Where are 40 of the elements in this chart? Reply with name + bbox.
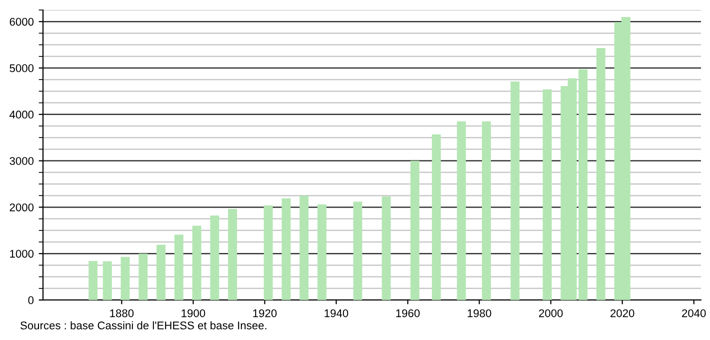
x-tick-label: 1920 [253, 309, 277, 318]
x-tick-label: 2020 [610, 309, 634, 318]
bar [317, 204, 326, 300]
bar [156, 244, 166, 300]
y-tick-label: 1000 [10, 250, 34, 258]
bar [102, 261, 112, 300]
y-tick-label: 2000 [10, 203, 34, 212]
bar [410, 160, 420, 300]
x-tick-label: 1940 [324, 309, 348, 318]
y-tick-label: 5000 [10, 64, 34, 72]
bar [138, 254, 148, 300]
x-tick-label: 1880 [110, 309, 134, 318]
bar [456, 121, 466, 300]
x-tick-label: 1900 [182, 309, 206, 318]
bar [596, 48, 606, 300]
x-tick-label: 2040 [682, 309, 706, 318]
bar [174, 234, 184, 300]
bar [542, 89, 552, 300]
bar [432, 134, 441, 300]
x-tick-label: 1980 [468, 309, 492, 318]
x-tick-label: 1960 [396, 309, 420, 318]
bar [210, 216, 220, 300]
x-tick-label: 2000 [539, 309, 563, 318]
bar [264, 205, 273, 300]
bar [120, 256, 130, 300]
bar [382, 196, 391, 300]
bar [282, 198, 291, 300]
bar [510, 81, 520, 300]
bar [300, 196, 309, 300]
y-tick-label: 0 [28, 296, 34, 304]
y-tick-label: 3000 [10, 157, 34, 165]
bar [192, 226, 202, 300]
bar [482, 121, 491, 300]
y-tick-label: 6000 [10, 18, 34, 26]
bar [88, 261, 98, 300]
source-note: Sources : base Cassini de l'EHESS et base Insee. [20, 321, 266, 330]
bar [578, 69, 588, 300]
bar [228, 209, 238, 300]
y-tick-label: 4000 [10, 110, 34, 119]
bar [353, 202, 362, 300]
